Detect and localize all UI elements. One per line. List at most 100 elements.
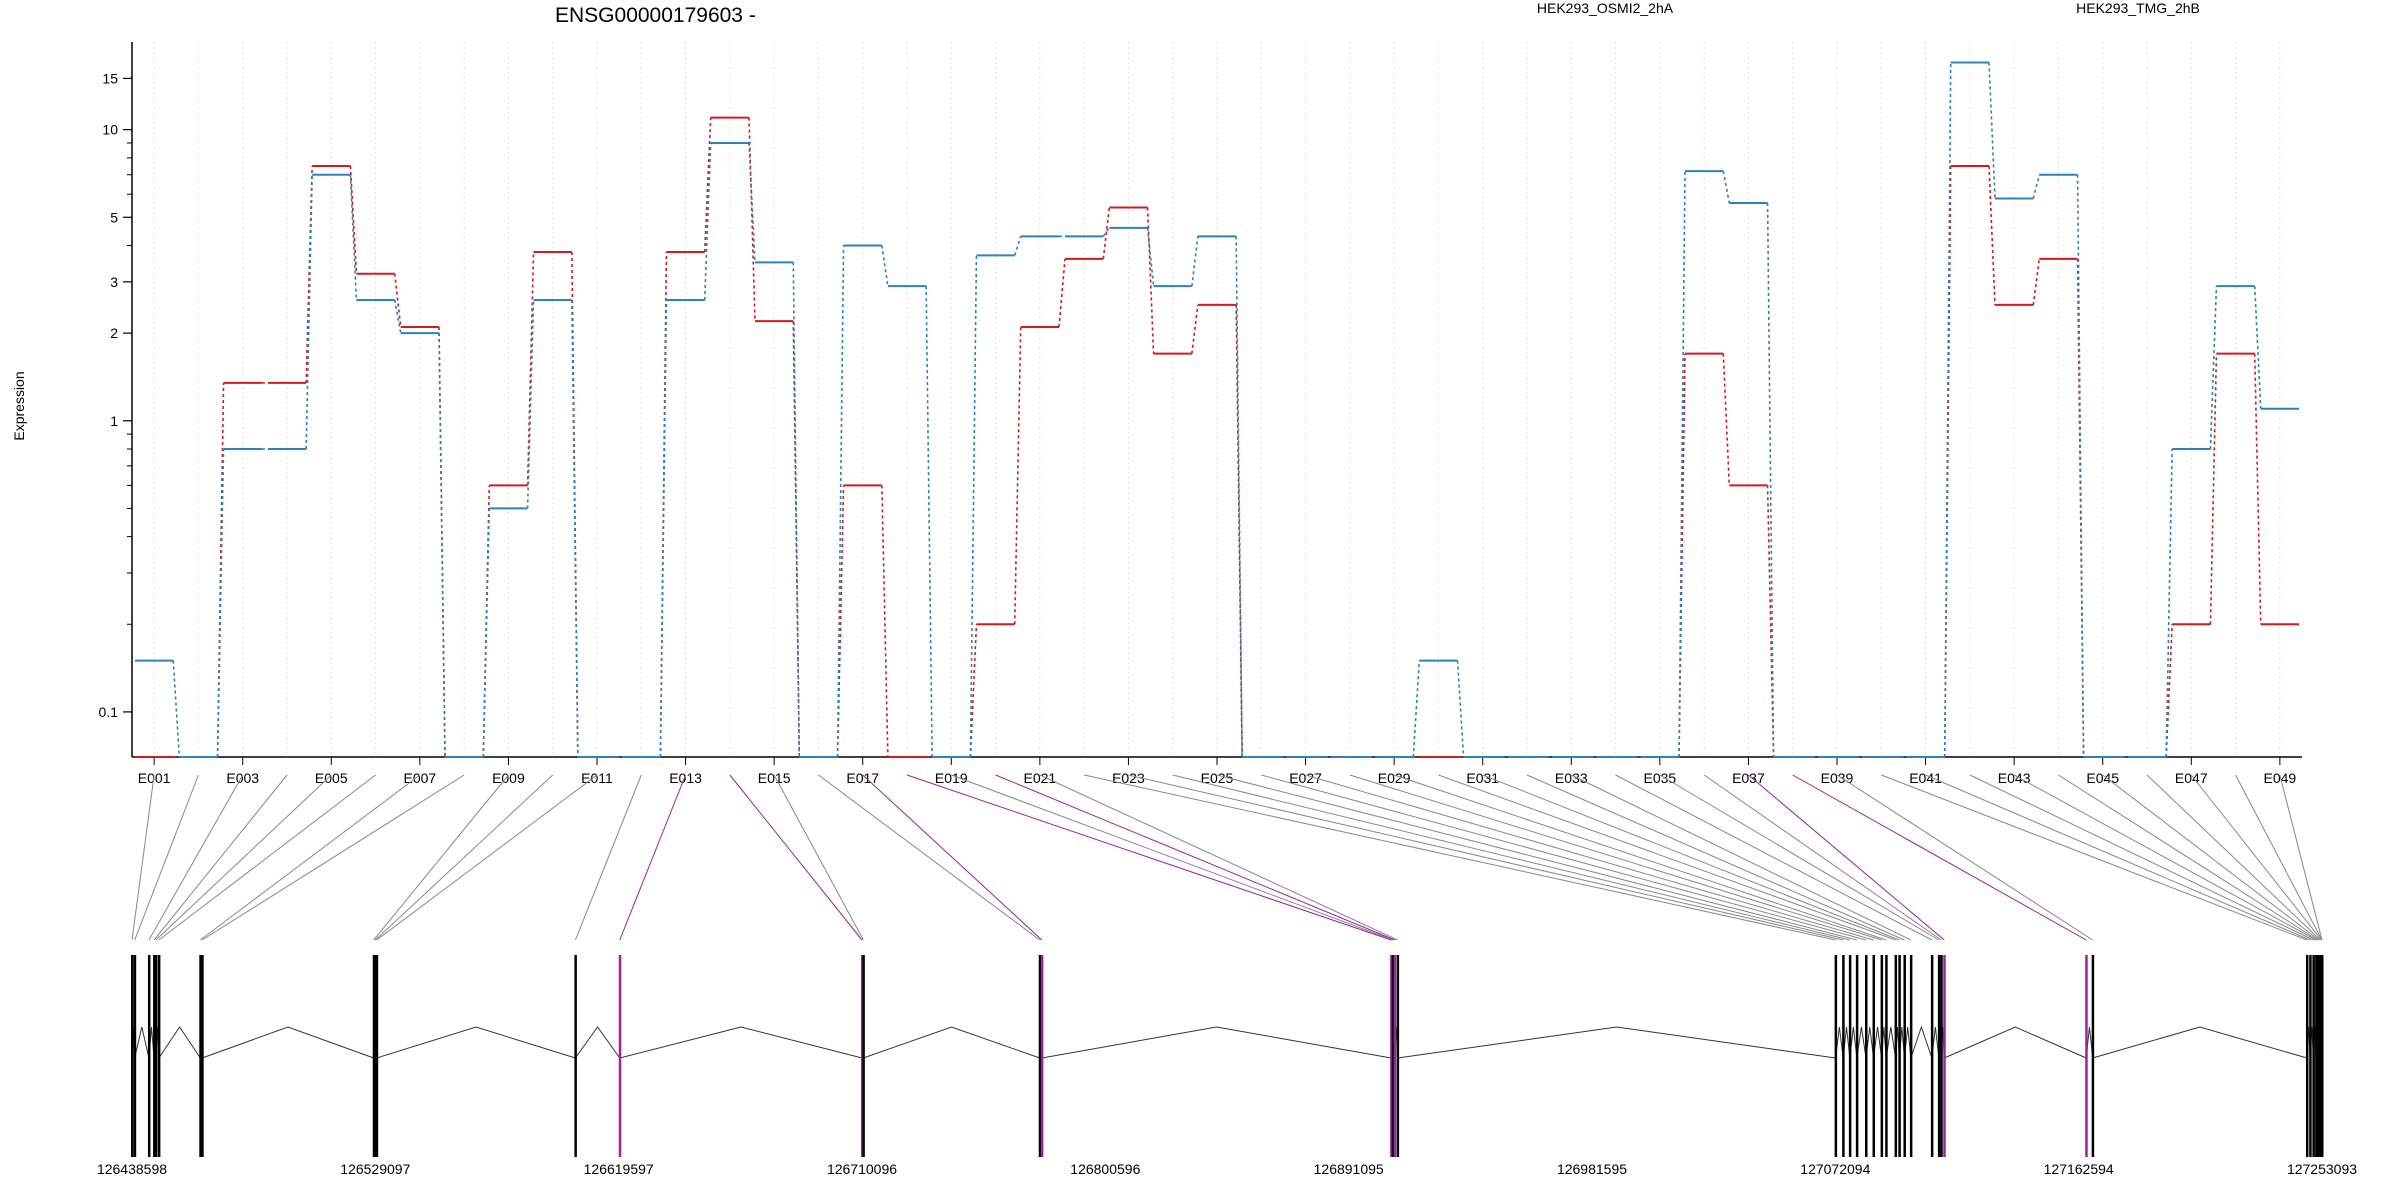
intron [134, 1026, 150, 1059]
intron [202, 1026, 374, 1059]
exon-map-line [2013, 774, 2317, 941]
exon-bar [154, 955, 158, 1157]
exon-map-line [131, 774, 155, 941]
exon-bar [2091, 955, 2095, 1157]
exon-map-line [1393, 774, 1887, 941]
series-1-connector [305, 165, 313, 383]
exon-bar [131, 955, 134, 1157]
exon-bar [618, 955, 622, 1157]
vertical-grid [153, 42, 2281, 757]
series-2-connector [216, 448, 225, 758]
x-tick-label: E005 [315, 770, 348, 786]
exon-bar [374, 955, 377, 1157]
exon-map-line [1748, 774, 1945, 941]
exon-map-line [200, 774, 421, 941]
series-2-connector [925, 286, 933, 758]
exon-map-line [1615, 774, 1933, 941]
intron [1910, 1025, 1933, 1059]
exon-map-line [574, 774, 642, 941]
series-2-connector [836, 245, 845, 758]
genomic-tick-label: 127253093 [2287, 1161, 2357, 1177]
exon-map-line [773, 774, 864, 941]
exon-bar [372, 955, 376, 1157]
series-2-connector [172, 660, 181, 758]
x-tick-label: E021 [1024, 770, 1057, 786]
exon-map-line [1925, 774, 2311, 941]
series-2-connector [703, 142, 712, 300]
exon-bar [1855, 955, 1859, 1157]
genomic-axis: 126438598 126529097 126619597 126710096 1268… [97, 1161, 2357, 1177]
intron [574, 1026, 621, 1059]
y-tick-label: 3 [110, 274, 118, 290]
exon-bar [2315, 955, 2318, 1157]
x-tick-label: E037 [1732, 770, 1765, 786]
genomic-tick-label: 126529097 [340, 1161, 410, 1177]
series-2-connector [1235, 236, 1243, 758]
exon-bar [862, 955, 865, 1157]
series-2-connector [1146, 227, 1155, 287]
x-tick-label: E049 [2264, 770, 2297, 786]
x-tick-label: E017 [846, 770, 879, 786]
genomic-tick-label: 126891095 [1314, 1161, 1384, 1177]
x-tick-label: E011 [581, 770, 613, 786]
intron [1944, 1026, 2087, 1059]
series-1-connector [2032, 258, 2041, 306]
exon-map-line [2146, 774, 2321, 941]
intron [619, 1026, 863, 1059]
x-tick-label: E031 [1466, 770, 1499, 786]
y-tick-label: 10 [102, 122, 118, 138]
series-1-connector [1988, 165, 1996, 305]
exon-map-line [2235, 774, 2323, 941]
exon-bar [860, 955, 864, 1157]
x-tick-label: E035 [1644, 770, 1677, 786]
series-2-connector [1456, 660, 1465, 758]
genomic-tick-label: 126619597 [584, 1161, 654, 1177]
series-1-connector [1058, 258, 1066, 328]
series-2-connector [1988, 62, 1996, 199]
exon-map-line [1172, 774, 1850, 941]
genomic-tick-label: 127162594 [2044, 1161, 2114, 1177]
series-2-connector [526, 299, 535, 509]
series-2-connector [1191, 236, 1199, 287]
exon-bar [1391, 955, 1395, 1157]
exon-bar [1940, 955, 1943, 1157]
exon-map-line [158, 774, 376, 941]
series-1-connector [1102, 207, 1111, 259]
series-1-connector [748, 117, 756, 322]
exon-map-line [1881, 774, 2308, 941]
series-1-connector [1766, 485, 1775, 758]
exon-bar [1040, 955, 1044, 1157]
exon-mapping-lines [131, 774, 2323, 941]
exon-bar [1898, 955, 1901, 1157]
exon-map-line [134, 774, 199, 941]
exon-map-line [1438, 774, 1896, 941]
legend-series-1: HEK293_OSMI2_2hA [1537, 0, 1674, 16]
exon-map-line [729, 774, 863, 941]
series-2-connector [881, 245, 889, 287]
exon-map-line [376, 774, 598, 941]
x-tick-label: E043 [1998, 770, 2031, 786]
intron [1041, 1026, 1392, 1059]
exon-bar [2085, 955, 2088, 1157]
x-tick-label: E015 [758, 770, 791, 786]
exon-map-line [2058, 774, 2318, 941]
exon-bar [2309, 955, 2312, 1157]
exon-bar [1930, 955, 1934, 1157]
exon-map-line [1659, 774, 1940, 941]
x-tick-label: E007 [404, 770, 437, 786]
x-tick-label: E027 [1289, 770, 1322, 786]
series-2-connector [438, 333, 446, 758]
exon-bar [2312, 955, 2315, 1157]
exon-map-line [862, 774, 1043, 941]
series-1-connector [703, 117, 712, 253]
exon-map-line [951, 774, 1393, 941]
x-tick-label: E003 [226, 770, 259, 786]
series-1-connector [2165, 624, 2173, 758]
exon-bar [1880, 955, 1884, 1157]
x-tick-label: E001 [138, 770, 171, 786]
exon-map-line [148, 774, 244, 941]
series-1-connector [1191, 304, 1199, 354]
exon-map-line [1703, 774, 1942, 941]
series-2-connector [1412, 660, 1421, 758]
